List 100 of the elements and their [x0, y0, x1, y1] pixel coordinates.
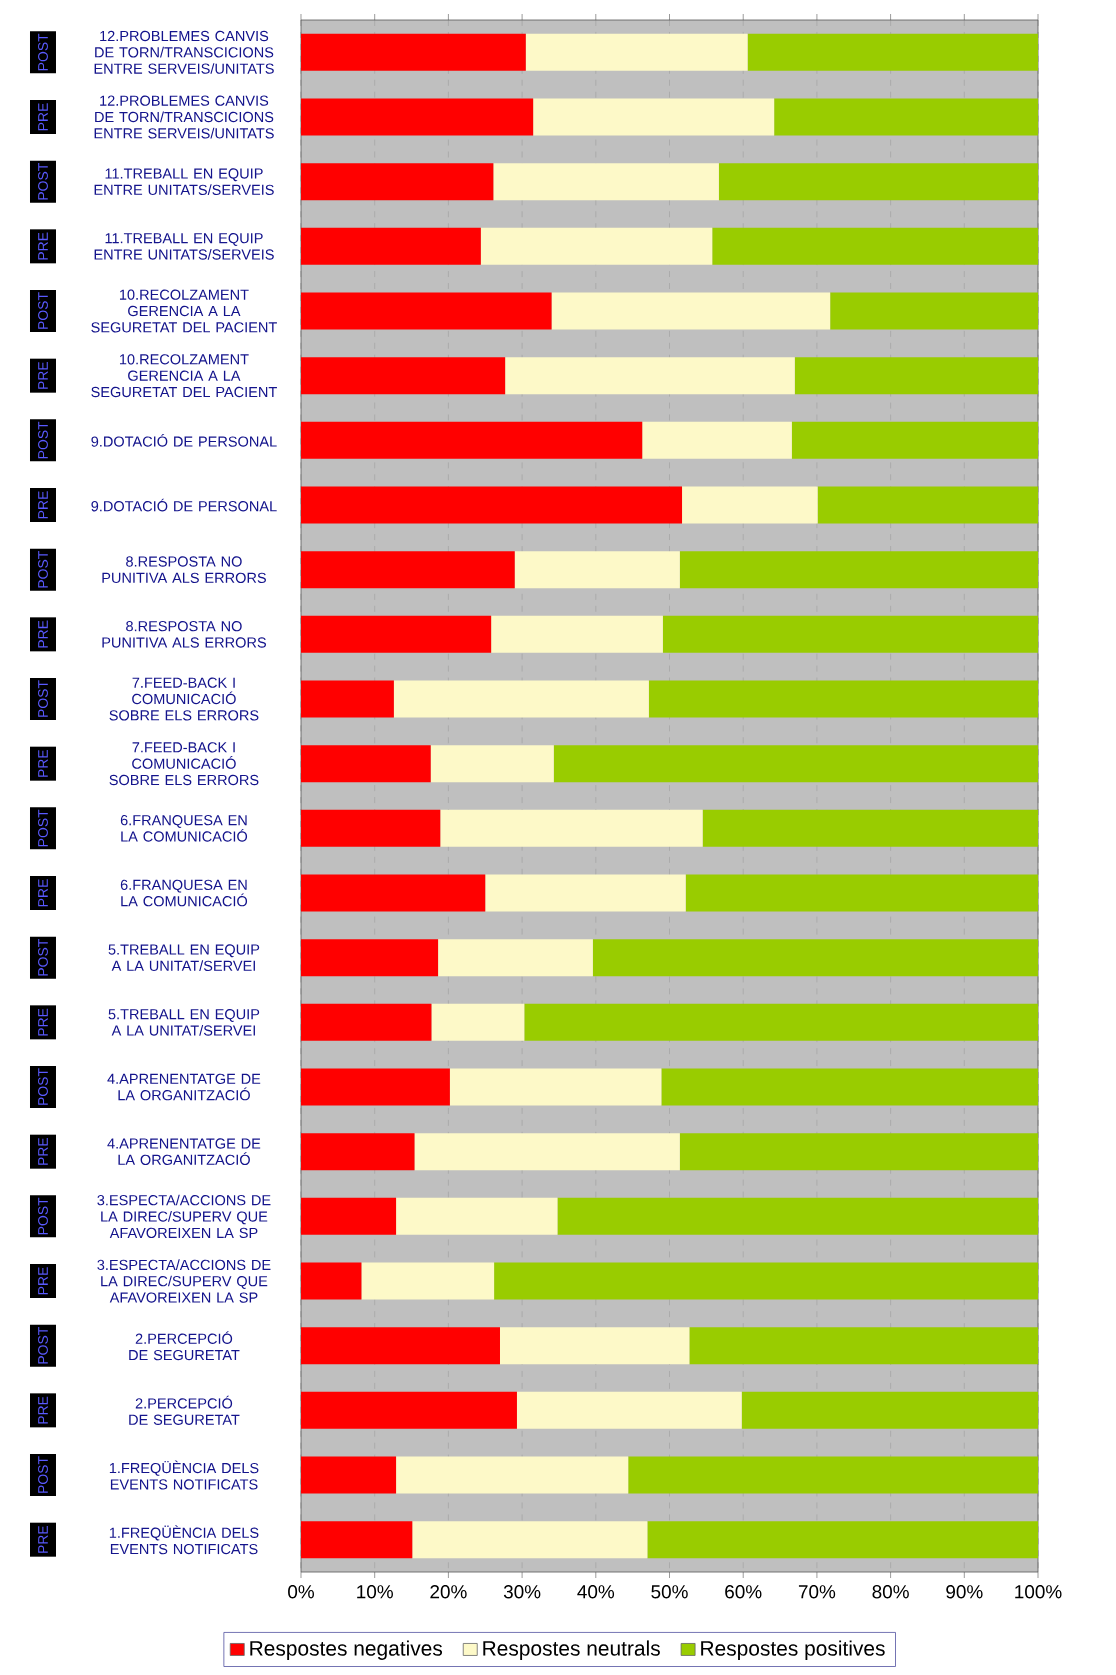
bar: [438, 939, 593, 977]
bar: [301, 33, 526, 71]
bar: [741, 1391, 1039, 1429]
bar: [301, 1197, 397, 1235]
x-tick-label: 0%: [288, 1585, 314, 1599]
y-tick-label: 10.RECOLZAMENT GERENCIA A LA SEGURETAT DEL PACIENT: [91, 354, 277, 398]
bar: [493, 163, 719, 201]
bar: [301, 745, 431, 783]
y2-tick-label: PRE: [38, 1267, 48, 1295]
y-tick-label: 6.FRANQUESA EN LA COMUNICACIÓ: [120, 879, 248, 907]
bar: [533, 98, 775, 136]
y-tick-label: 1.FREQÜÈNCIA DELS EVENTS NOTIFICATS: [109, 1460, 259, 1490]
y2-tick-label: POST: [38, 1327, 48, 1364]
bar: [485, 874, 686, 912]
bar: [301, 680, 394, 718]
y2-tick-label: PRE: [38, 620, 48, 648]
bar: [301, 357, 506, 395]
bar: [525, 33, 748, 71]
y2-tick-label: PRE: [38, 491, 48, 519]
bar: [592, 939, 1039, 977]
bar: [430, 745, 554, 783]
y-tick-label: 5.TREBALL EN EQUIP A LA UNITAT/SERVEI: [108, 944, 260, 972]
bar: [516, 1391, 742, 1429]
bar: [301, 98, 534, 136]
y-tick-label: 1.FREQÜÈNCIA DELS EVENTS NOTIFICATS: [109, 1525, 259, 1555]
y2-tick-label: PRE: [38, 1396, 48, 1424]
y2-tick-label: PRE: [38, 1137, 48, 1165]
bar: [682, 486, 818, 524]
bar: [662, 615, 1039, 653]
bar: [524, 1003, 1039, 1041]
bar: [499, 1327, 690, 1365]
bar: [817, 486, 1039, 524]
y2-tick-label: POST: [38, 1456, 48, 1493]
bar: [301, 1391, 517, 1429]
bar: [301, 1327, 500, 1365]
y2-tick-label: POST: [38, 1068, 48, 1105]
bar: [685, 874, 1039, 912]
bar: [480, 227, 713, 265]
x-tick-label: 50%: [651, 1585, 688, 1599]
x-tick-label: 100%: [1015, 1585, 1062, 1599]
bar: [718, 163, 1039, 201]
bar: [689, 1327, 1039, 1365]
y2-tick-label: PRE: [38, 103, 48, 131]
x-tick-label: 20%: [430, 1585, 467, 1599]
bar: [661, 1068, 1039, 1106]
bar: [628, 1456, 1039, 1494]
y2-tick-label: POST: [38, 939, 48, 976]
y2-tick-label: PRE: [38, 1525, 48, 1553]
y2-tick-label: PRE: [38, 879, 48, 907]
bar: [647, 1521, 1039, 1559]
bar: [774, 98, 1039, 136]
bar: [301, 1003, 432, 1041]
bar: [551, 292, 831, 330]
bar: [791, 421, 1039, 459]
y-tick-label: 2.PERCEPCIÓ DE SEGURETAT: [129, 1395, 240, 1425]
x-tick-label: 10%: [357, 1585, 393, 1599]
bar: [301, 292, 552, 330]
y-tick-label: 7.FEED-BACK I COMUNICACIÓ SOBRE ELS ERRORS: [109, 677, 259, 721]
x-tick-label: 60%: [725, 1585, 762, 1599]
y-tick-label: 10.RECOLZAMENT GERENCIA A LA SEGURETAT DEL PACIENT: [91, 289, 277, 333]
bar: [679, 1133, 1039, 1171]
bar: [301, 1133, 415, 1171]
bar: [494, 1262, 1039, 1300]
y2-tick-label: PRE: [38, 232, 48, 260]
bar: [361, 1262, 495, 1300]
y-tick-label: 8.RESPOSTA NO PUNITIVA ALS ERRORS: [102, 621, 266, 648]
y-tick-label: 4.APRENENTATGE DE LA ORGANITZACIÓ: [107, 1138, 261, 1166]
y2-tick-label: PRE: [38, 1008, 48, 1036]
y-tick-label: 12.PROBLEMES CANVIS DE TORN/TRANSCICIONS ENTRE SERVEIS/UNITATS: [94, 95, 274, 139]
bar: [553, 745, 1039, 783]
bar: [301, 486, 683, 524]
y2-tick-label: POST: [38, 163, 48, 200]
y-tick-label: 9.DOTACIÓ DE PERSONAL: [91, 498, 277, 512]
bar: [440, 809, 703, 847]
y2-tick-label: PRE: [38, 361, 48, 389]
bar: [679, 551, 1039, 589]
y-tick-label: 4.APRENENTATGE DE LA ORGANITZACIÓ: [107, 1073, 261, 1101]
y-tick-label: 3.ESPECTA/ACCIONS DE LA DIREC/SUPERV QUE AFAVOREIXEN LA SP: [97, 1194, 271, 1239]
y-tick-label: 5.TREBALL EN EQUIP A LA UNITAT/SERVEI: [108, 1009, 260, 1036]
bar: [301, 421, 643, 459]
y2-tick-label: POST: [38, 551, 48, 588]
bar: [702, 809, 1039, 847]
y2-tick-label: POST: [38, 292, 48, 329]
legend-label: Respostes negatives: [250, 1640, 443, 1660]
bar: [396, 1197, 558, 1235]
bar: [301, 1521, 413, 1559]
bar: [747, 33, 1039, 71]
bar: [301, 939, 439, 977]
bar: [491, 615, 663, 653]
bar: [642, 421, 792, 459]
bar: [301, 163, 494, 201]
y-tick-label: 9.DOTACIÓ DE PERSONAL: [91, 433, 277, 447]
bar: [301, 551, 515, 589]
x-tick-label: 30%: [503, 1585, 541, 1599]
y2-tick-label: POST: [38, 421, 48, 459]
y-tick-label: 6.FRANQUESA EN LA COMUNICACIÓ: [120, 815, 248, 842]
bar: [301, 874, 486, 912]
y2-tick-label: PRE: [38, 749, 48, 777]
y-tick-label: 11.TREBALL EN EQUIP ENTRE UNITATS/SERVEIS: [94, 168, 274, 195]
bar: [301, 1262, 362, 1300]
